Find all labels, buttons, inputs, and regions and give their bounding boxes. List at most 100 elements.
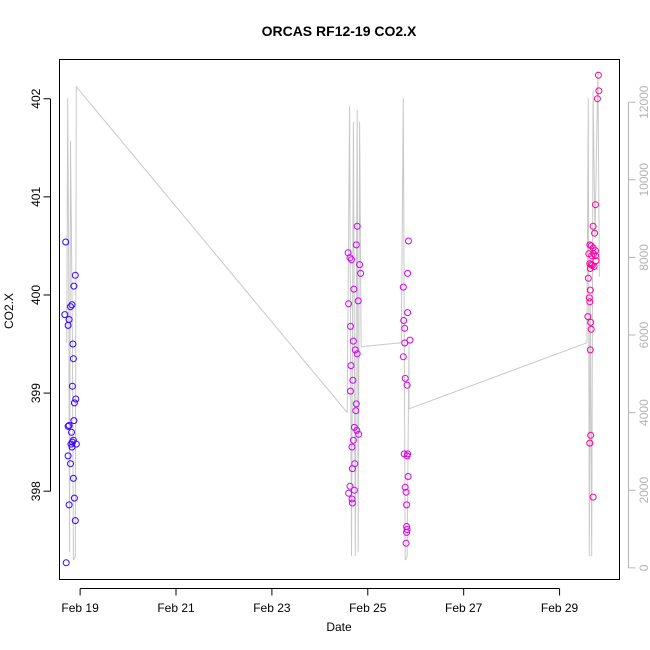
data-point (585, 294, 593, 302)
data-point (354, 297, 362, 305)
data-point (65, 501, 73, 509)
data-point (403, 528, 411, 536)
data-point (357, 269, 365, 277)
data-point (349, 376, 357, 384)
y2-tick-label: 0 (637, 564, 650, 571)
data-point (345, 489, 353, 497)
data-point (68, 382, 76, 390)
secondary-series-line (66, 85, 348, 561)
data-point (586, 298, 594, 306)
y-tick-label: 402 (29, 88, 43, 108)
data-point (64, 422, 72, 430)
data-point (587, 318, 595, 326)
x-axis: Feb 19 Feb 21 Feb 23 Feb 25 Feb 27 Feb 29 (61, 588, 579, 615)
data-point (592, 252, 599, 260)
data-point (65, 316, 73, 323)
data-point (353, 222, 361, 230)
data-point (353, 350, 361, 358)
data-point (65, 422, 73, 429)
y2-tick-label: 6000 (637, 321, 650, 348)
data-point (348, 465, 356, 473)
data-point (348, 443, 356, 451)
data-point (586, 346, 594, 354)
data-point (586, 439, 594, 447)
data-point (70, 282, 78, 290)
secondary-series-line (346, 106, 362, 557)
points-layer (61, 71, 603, 567)
y2-tick-label: 10000 (637, 163, 650, 197)
data-point (350, 285, 358, 293)
data-point (67, 460, 74, 468)
data-point (348, 495, 356, 503)
data-point (406, 336, 414, 344)
data-point (70, 494, 78, 502)
x-tick-label: Feb 25 (349, 601, 387, 615)
data-point (401, 374, 409, 382)
data-point (347, 362, 355, 370)
data-point (589, 493, 597, 501)
data-point (401, 324, 409, 332)
data-point (71, 271, 79, 279)
data-point (353, 426, 361, 434)
data-point (61, 311, 69, 319)
data-point (593, 95, 601, 103)
data-point (590, 263, 598, 270)
data-point (589, 222, 597, 230)
data-point (404, 269, 412, 277)
data-point (403, 526, 411, 533)
data-point (64, 452, 72, 460)
data-point (68, 428, 75, 436)
y-tick-label: 400 (29, 285, 43, 305)
data-point (400, 317, 408, 324)
y2-axis: 0 2000 4000 6000 8000 10000 12000 (628, 85, 650, 571)
data-point (62, 559, 70, 567)
data-point (404, 309, 412, 317)
data-point (352, 241, 360, 249)
y-tick-label: 399 (29, 383, 43, 403)
y2-tick-label: 12000 (637, 85, 650, 119)
data-point (594, 71, 602, 79)
data-point (351, 346, 359, 354)
data-point (346, 254, 354, 262)
secondary-series-line (408, 71, 600, 557)
data-point (69, 474, 77, 482)
data-point (403, 501, 411, 509)
data-point (356, 261, 364, 269)
data-point (399, 353, 407, 361)
data-point (590, 250, 598, 258)
data-point (355, 430, 363, 438)
chart-title: ORCAS RF12-19 CO2.X (262, 23, 417, 39)
data-point (588, 252, 596, 260)
data-point (591, 229, 599, 237)
data-point (587, 431, 595, 439)
y2-tick-label: 8000 (637, 244, 650, 271)
data-point (72, 440, 80, 448)
data-point (69, 355, 77, 363)
data-point (71, 517, 79, 525)
data-point (347, 322, 354, 330)
data-point (349, 337, 357, 345)
x-tick-label: Feb 21 (157, 601, 195, 615)
x-axis-label: Date (326, 620, 352, 634)
data-point (586, 286, 594, 294)
data-point (350, 486, 358, 494)
data-point (402, 539, 410, 547)
data-point (399, 283, 407, 291)
data-point (352, 407, 360, 415)
data-point (584, 274, 592, 282)
data-point (348, 499, 356, 507)
data-point (402, 488, 410, 496)
data-point (69, 340, 77, 348)
data-point (404, 450, 412, 458)
data-point (70, 417, 78, 425)
plot-frame (59, 59, 620, 580)
data-point (592, 201, 599, 209)
data-point (345, 300, 353, 308)
x-tick-label: Feb 27 (445, 601, 483, 615)
data-point (595, 87, 603, 95)
data-point (72, 395, 80, 403)
data-point (70, 399, 78, 407)
data-point (587, 242, 595, 250)
data-point (401, 339, 409, 347)
